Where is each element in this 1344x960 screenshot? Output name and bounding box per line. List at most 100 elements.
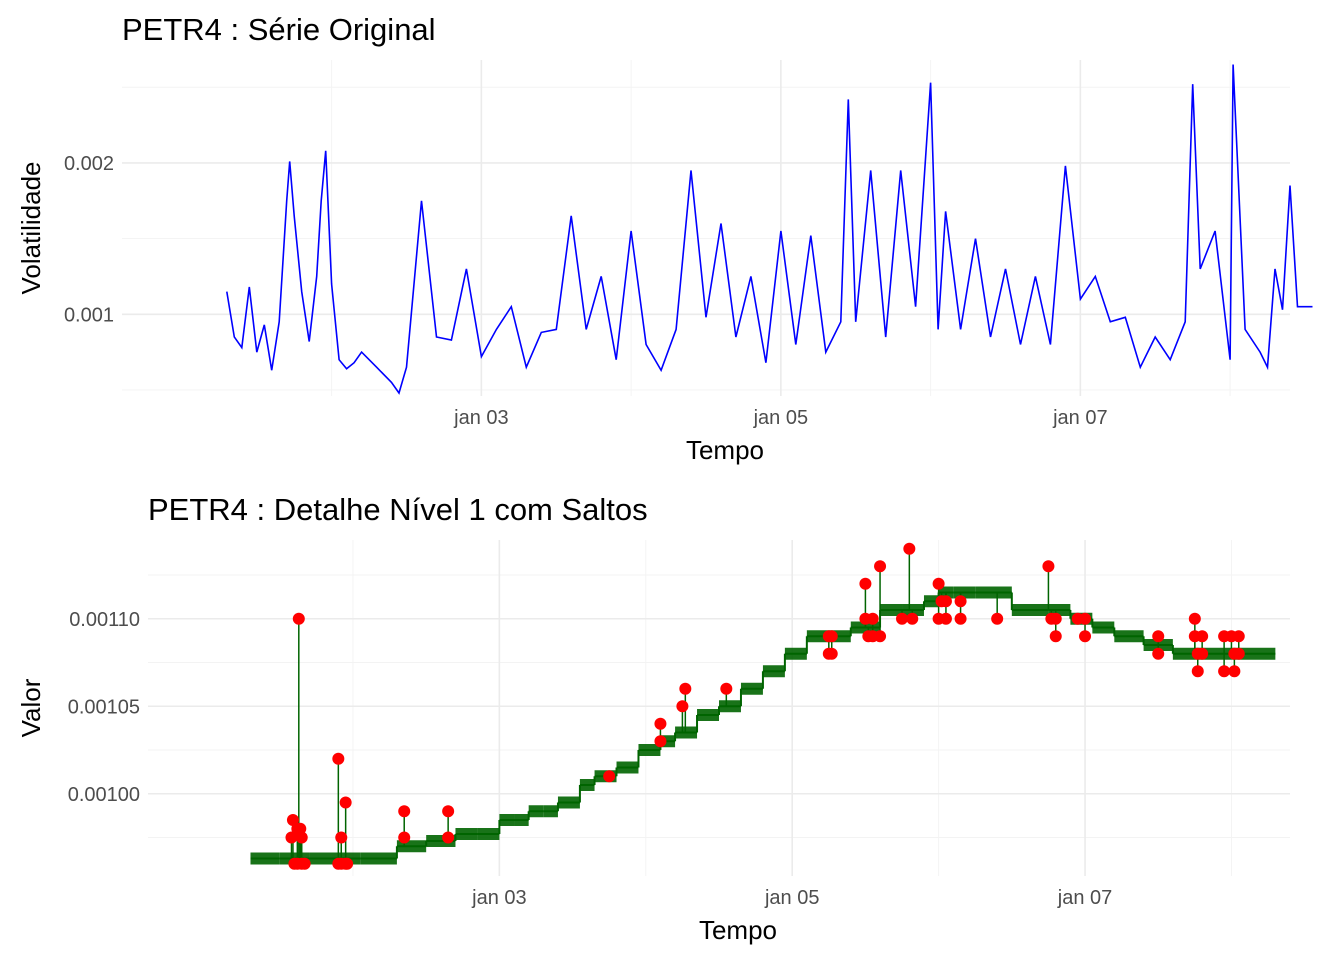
jump-point xyxy=(903,542,916,555)
y-tick-label: 0.001 xyxy=(64,304,114,326)
jump-point xyxy=(1049,630,1062,643)
detail-level-band xyxy=(1092,621,1115,634)
jump-point xyxy=(654,717,667,730)
jump-point xyxy=(896,612,909,625)
x-tick-label: jan 05 xyxy=(764,887,820,909)
jump-point xyxy=(932,577,945,590)
y-tick-label: 0.00110 xyxy=(69,609,140,631)
jump-point xyxy=(825,647,838,660)
jump-point xyxy=(398,805,411,818)
jump-point xyxy=(1232,630,1245,643)
y-tick-label: 0.00105 xyxy=(68,696,140,718)
jump-point xyxy=(1049,612,1062,625)
detail-level-band xyxy=(1011,604,1049,616)
y-tick-labels: 0.00100 0.00105 0.00110 xyxy=(68,609,140,806)
volatility-chart: PETR4 : Série Original Volatilidade Temp… xyxy=(16,12,1313,465)
jump-point xyxy=(939,612,952,625)
jump-point xyxy=(1191,665,1204,678)
x-axis-label-tempo: Tempo xyxy=(699,915,777,945)
jump-point xyxy=(1152,630,1165,643)
x-tick-labels: jan 03 jan 05 jan 07 xyxy=(453,407,1107,429)
jump-point xyxy=(1152,647,1165,660)
detail-level-band xyxy=(557,796,580,809)
jump-point xyxy=(298,857,311,870)
detail-level-band xyxy=(697,709,719,721)
detail-level-band xyxy=(1048,604,1071,616)
detail-level-band xyxy=(923,595,939,608)
detail-level-band xyxy=(719,700,741,713)
y-tick-label: 0.00100 xyxy=(68,784,140,806)
detail-level-band xyxy=(975,586,1012,599)
detail-level-band xyxy=(784,647,807,660)
jump-point xyxy=(603,770,616,783)
jump-point xyxy=(859,577,872,590)
detail-level-band xyxy=(250,852,280,865)
chart-title-detalhe-nivel-1: PETR4 : Detalhe Nível 1 com Saltos xyxy=(148,492,648,527)
series-marks xyxy=(226,64,1313,395)
jump-point xyxy=(339,796,352,809)
volatility-line xyxy=(226,64,1313,395)
jump-point xyxy=(341,857,354,870)
jump-point xyxy=(654,735,667,748)
jump-point xyxy=(1188,612,1201,625)
x-tick-label: jan 03 xyxy=(471,887,527,909)
jump-point xyxy=(874,560,887,573)
detail-level-band xyxy=(309,852,339,865)
jump-point xyxy=(1196,630,1209,643)
jump-point xyxy=(332,752,345,765)
jump-point xyxy=(874,630,887,643)
jump-point xyxy=(1218,665,1231,678)
jump-point xyxy=(1079,630,1092,643)
jump-point xyxy=(1079,612,1092,625)
jump-point xyxy=(991,612,1004,625)
y-axis-label-volatilidade: Volatilidade xyxy=(16,162,46,295)
jump-point xyxy=(1228,665,1241,678)
grid-lines xyxy=(122,60,1290,396)
detail-level-band xyxy=(1114,630,1144,643)
detail-level-band xyxy=(880,604,903,616)
jump-point xyxy=(285,831,298,844)
jump-point xyxy=(398,831,411,844)
jump-point xyxy=(442,805,455,818)
y-tick-labels: 0.001 0.002 xyxy=(64,153,114,326)
detail-level-band xyxy=(762,665,785,678)
jump-point xyxy=(442,831,455,844)
y-axis-label-valor: Valor xyxy=(16,678,46,737)
jump-point xyxy=(954,612,967,625)
detail-level1-chart: PETR4 : Detalhe Nível 1 com Saltos Valor… xyxy=(16,492,1290,945)
x-axis-label-tempo: Tempo xyxy=(686,435,764,465)
detail-level-band xyxy=(514,814,529,826)
jump-point xyxy=(866,612,879,625)
x-tick-label: jan 05 xyxy=(753,407,809,429)
x-tick-label: jan 07 xyxy=(1052,407,1108,429)
detail-level-band xyxy=(360,852,397,865)
jump-point xyxy=(939,595,952,608)
detail-level-band xyxy=(543,805,558,818)
series-marks xyxy=(250,542,1276,870)
jump-point xyxy=(335,831,348,844)
jump-point xyxy=(676,700,689,713)
jump-point xyxy=(906,612,919,625)
jump-point xyxy=(954,595,967,608)
x-tick-label: jan 07 xyxy=(1057,887,1113,909)
jump-point xyxy=(1196,647,1209,660)
detail-level-band xyxy=(499,814,515,826)
detail-level-band xyxy=(579,779,595,791)
chart-title-serie-original: PETR4 : Série Original xyxy=(122,12,436,47)
jump-point xyxy=(295,831,308,844)
y-tick-label: 0.002 xyxy=(64,153,114,175)
detail-level-band xyxy=(806,630,829,643)
detail-level-band xyxy=(455,828,478,840)
detail-level-band xyxy=(616,761,639,774)
detail-level-band xyxy=(740,682,763,695)
jump-point xyxy=(1042,560,1055,573)
x-tick-labels: jan 03 jan 05 jan 07 xyxy=(471,887,1112,909)
x-tick-label: jan 03 xyxy=(453,407,509,429)
jump-point xyxy=(292,612,305,625)
detail-level-band xyxy=(638,744,661,756)
jump-point xyxy=(825,630,838,643)
detail-level-band xyxy=(953,586,976,599)
jump-point xyxy=(679,682,692,695)
detail-level-band xyxy=(528,805,544,818)
